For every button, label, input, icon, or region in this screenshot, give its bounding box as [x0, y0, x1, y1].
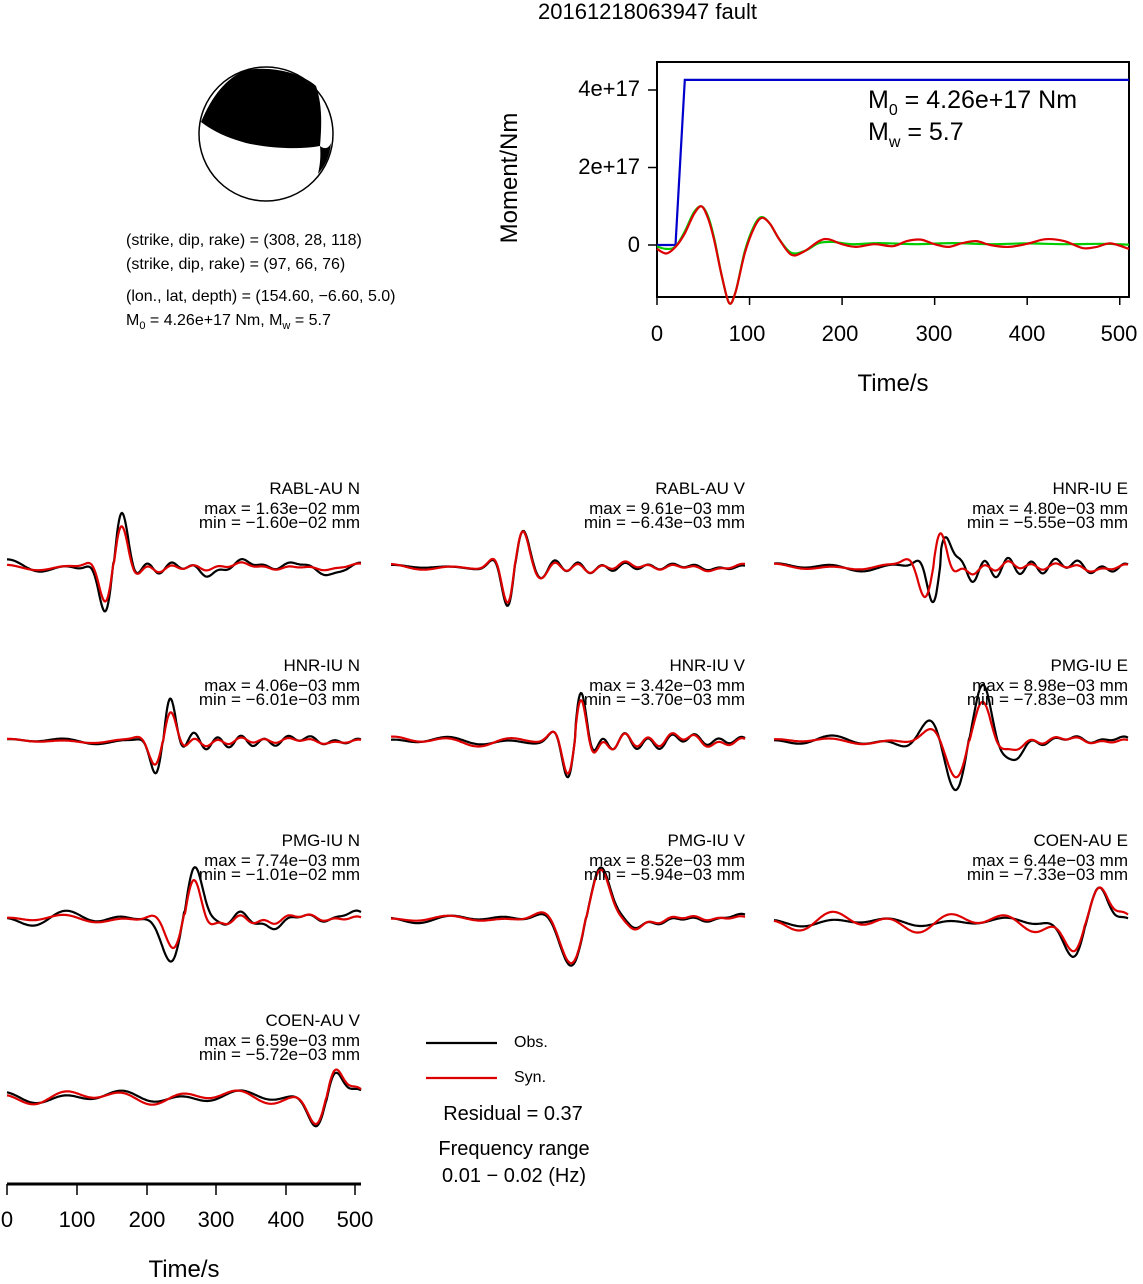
station-label: PMG-IU V [667, 831, 745, 850]
wave-xtick-300: 300 [197, 1207, 235, 1232]
station-min: min = −1.01e−02 mm [198, 865, 360, 884]
moment-ylabel: Moment/Nm [496, 112, 523, 244]
nodal-plane-1: (strike, dip, rake) = (308, 28, 118) [126, 232, 362, 249]
waveform-synthetic-trace [773, 700, 1129, 779]
station-label: PMG-IU N [281, 831, 360, 850]
waveform-synthetic-trace [6, 1068, 362, 1126]
station-max: max = 6.59e−03 mm [204, 1031, 360, 1050]
wave-xtick-0: 0 [0, 1207, 14, 1232]
waveform-synthetic-trace [773, 886, 1129, 953]
station-min: min = −5.72e−03 mm [198, 1045, 360, 1064]
moment-rate-green-line [656, 205, 1130, 305]
station-min: min = −7.83e−03 mm [966, 690, 1128, 709]
moment-xtick-400: 400 [1008, 321, 1046, 346]
beachball-compression-lower [318, 143, 331, 174]
waveform-observed-trace [773, 886, 1129, 958]
waveform-synthetic-trace [390, 699, 746, 775]
station-label: COEN-AU V [265, 1011, 360, 1030]
moment-m0-label: M0 = 4.26e+17 Nm [868, 86, 1078, 119]
wave-xtick-400: 400 [267, 1207, 305, 1232]
moment-xtick-100: 100 [728, 321, 766, 346]
station-label: HNR-IU V [669, 656, 745, 675]
event-location: (lon., lat, depth) = (154.60, −6.60, 5.0… [126, 288, 396, 305]
station-max: max = 9.61e−03 mm [589, 499, 745, 518]
wave-xtick-100: 100 [58, 1207, 96, 1232]
station-label: HNR-IU N [283, 656, 361, 675]
station-min: min = −1.60e−02 mm [198, 513, 360, 532]
beachball-background [199, 67, 333, 201]
waveform-synthetic-trace [773, 532, 1129, 599]
moment-ytick-0: 0 [627, 232, 640, 257]
moment-rate-red-line [656, 205, 1130, 305]
legend-syn-label: Syn. [514, 1069, 547, 1086]
waveform-observed-trace [6, 697, 362, 775]
station-label: PMG-IU E [1050, 656, 1128, 675]
station-max: max = 7.74e−03 mm [204, 851, 360, 870]
station-min: min = −5.94e−03 mm [583, 865, 745, 884]
waveform-synthetic-trace [6, 711, 362, 766]
station-max: max = 3.42e−03 mm [589, 676, 745, 695]
station-max: max = 1.63e−02 mm [204, 499, 360, 518]
waveform-observed-trace [6, 1071, 362, 1128]
station-max: max = 8.52e−03 mm [589, 851, 745, 870]
station-max: max = 4.80e−03 mm [972, 499, 1128, 518]
residual-value: Residual = 0.37 [443, 1103, 583, 1125]
moment-ytick-4e17: 4e+17 [578, 76, 640, 101]
figure-title: 20161218063947 fault [538, 0, 757, 24]
frequency-range-value: 0.01 − 0.02 (Hz) [442, 1165, 586, 1187]
station-label: RABL-AU V [655, 479, 745, 498]
legend-obs-label: Obs. [514, 1034, 548, 1051]
moment-xtick-500: 500 [1100, 321, 1138, 346]
wave-xlabel: Time/s [148, 1256, 220, 1283]
moment-magnitude-summary: M0 = 4.26e+17 Nm, Mw = 5.7 [126, 312, 331, 332]
waveform-observed-trace [773, 536, 1129, 604]
station-max: max = 8.98e−03 mm [972, 676, 1128, 695]
moment-xtick-200: 200 [821, 321, 859, 346]
wave-xtick-200: 200 [128, 1207, 166, 1232]
station-min: min = −6.01e−03 mm [198, 690, 360, 709]
moment-ytick-2e17: 2e+17 [578, 154, 640, 179]
station-label: RABL-AU N [269, 479, 360, 498]
moment-xlabel: Time/s [857, 370, 929, 397]
station-min: min = −3.70e−03 mm [583, 690, 745, 709]
beachball-outline [198, 66, 334, 202]
wave-xtick-500: 500 [336, 1207, 374, 1232]
beachball-compression-upper [201, 68, 322, 149]
nodal-plane-2: (strike, dip, rake) = (97, 66, 76) [126, 256, 346, 273]
station-min: min = −7.33e−03 mm [966, 865, 1128, 884]
waveform-synthetic-trace [6, 525, 362, 603]
station-min: min = −6.43e−03 mm [583, 513, 745, 532]
waveform-synthetic-trace [390, 530, 746, 604]
station-label: COEN-AU E [1033, 831, 1128, 850]
waveform-observed-trace [390, 529, 746, 607]
station-label: HNR-IU E [1052, 479, 1128, 498]
station-max: max = 4.06e−03 mm [204, 676, 360, 695]
moment-xtick-0: 0 [650, 321, 664, 346]
frequency-range-title: Frequency range [438, 1138, 590, 1160]
waveform-synthetic-trace [6, 879, 362, 950]
moment-xtick-300: 300 [915, 321, 953, 346]
station-max: max = 6.44e−03 mm [972, 851, 1128, 870]
station-min: min = −5.55e−03 mm [966, 513, 1128, 532]
moment-mw-label: Mw = 5.7 [868, 118, 964, 151]
